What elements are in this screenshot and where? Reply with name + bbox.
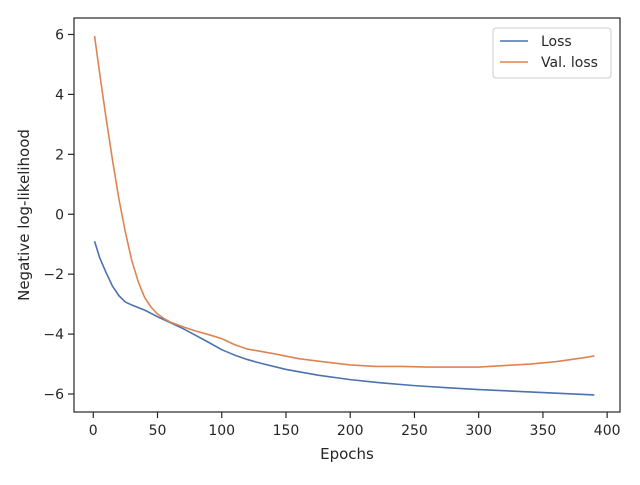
- legend-label-2: Val. loss: [541, 55, 598, 71]
- plot-background: [74, 18, 620, 412]
- x-tick-label: 350: [530, 423, 557, 439]
- x-axis-label: Epochs: [320, 445, 374, 463]
- y-tick-label: 2: [55, 147, 64, 163]
- y-tick-label: −4: [43, 327, 64, 343]
- y-tick-label: −6: [43, 387, 64, 403]
- x-tick-label: 250: [401, 423, 428, 439]
- plot-frame: [73, 17, 621, 413]
- series-line-2: [93, 35, 595, 368]
- y-tick-label: 0: [55, 207, 64, 223]
- y-axis-label: Negative log-likelihood: [15, 129, 33, 301]
- series-line-1: [93, 240, 595, 396]
- x-axis: 0 50 100 150 200 250 300 350 400: [89, 412, 621, 439]
- legend: Loss Val. loss: [492, 27, 612, 79]
- plot-area: [73, 17, 621, 413]
- legend-label-1: Loss: [541, 34, 572, 50]
- x-tick-label: 150: [273, 423, 300, 439]
- x-tick-label: 0: [89, 423, 98, 439]
- x-tick-label: 100: [208, 423, 235, 439]
- x-tick-label: 400: [594, 423, 621, 439]
- x-tick-label: 200: [337, 423, 364, 439]
- y-tick-label: 6: [55, 27, 64, 43]
- x-tick-label: 50: [149, 423, 167, 439]
- y-tick-label: −2: [43, 267, 64, 283]
- x-tick-label: 300: [465, 423, 492, 439]
- y-axis: −6 −4 −2 0 2 4 6: [43, 27, 74, 403]
- y-tick-label: 4: [55, 87, 64, 103]
